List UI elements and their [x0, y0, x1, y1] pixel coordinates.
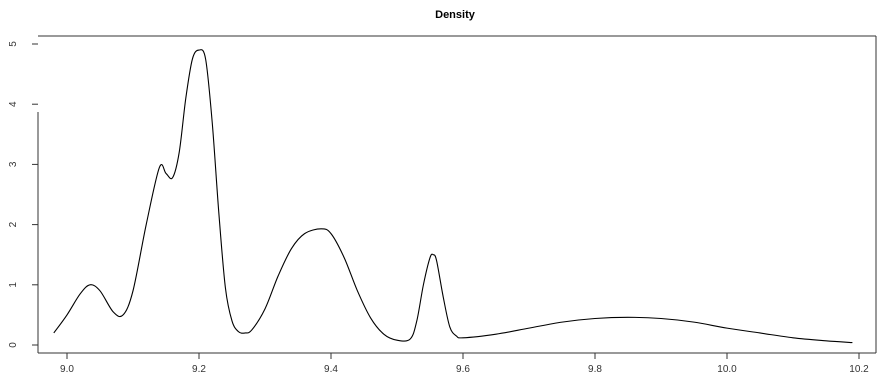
x-tick-label: 10.0 — [717, 364, 737, 375]
chart-title: Density — [435, 9, 476, 21]
x-tick-label: 9.0 — [60, 364, 74, 375]
y-tick-label: 2 — [8, 221, 19, 227]
density-line — [53, 49, 853, 344]
x-tick-label: 9.2 — [192, 364, 206, 375]
y-tick-label: 3 — [8, 161, 19, 167]
y-tick-label: 1 — [8, 282, 19, 288]
axes: 9.0 9.2 9.4 9.6 9.8 10.0 10.2 0 1 2 3 4 5 — [8, 35, 877, 375]
y-tick-label: 5 — [8, 41, 19, 47]
x-tick-label: 9.4 — [324, 364, 338, 375]
y-tick-label: 4 — [8, 101, 19, 107]
x-tick-label: 9.6 — [456, 364, 470, 375]
plot-area — [53, 49, 853, 344]
y-tick-label: 0 — [8, 342, 19, 348]
x-tick-label: 9.8 — [588, 364, 602, 375]
x-tick-label: 10.2 — [849, 364, 869, 375]
